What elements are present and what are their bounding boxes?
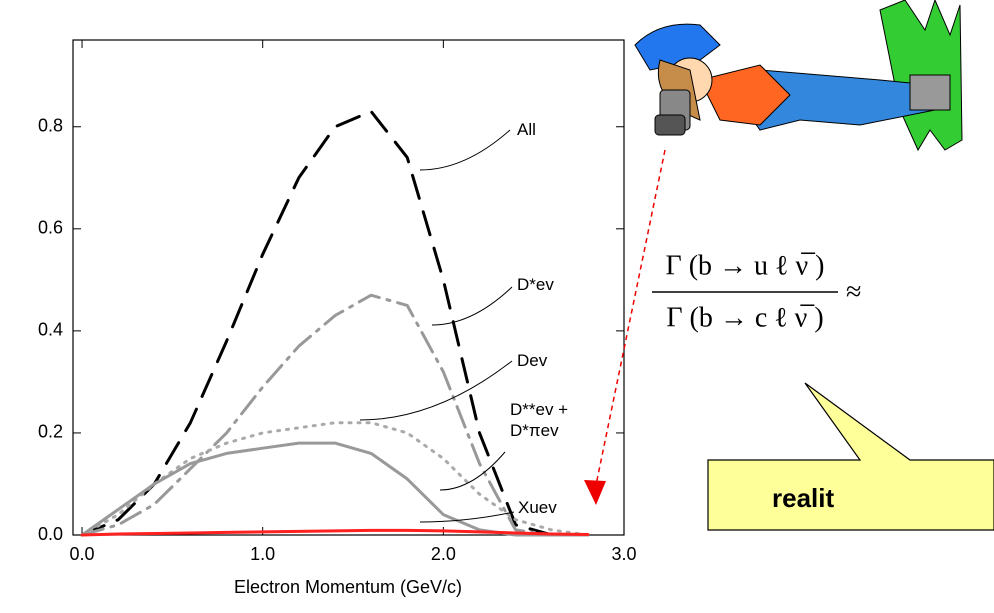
callout-text: realit <box>772 483 834 513</box>
x-tick-label: 1.0 <box>250 544 275 564</box>
series-label: D**ev + D*πev <box>510 399 576 441</box>
y-tick-label: 0.6 <box>38 218 63 238</box>
arrow-head <box>584 480 606 505</box>
y-tick-label: 0.8 <box>38 116 63 136</box>
series-label: Dev <box>517 350 583 371</box>
series-label: D*ev <box>517 274 583 295</box>
denominator: Γ (b → c ℓ ν̅ ) <box>666 302 823 333</box>
slide: Electron Momentum (GeV/c) Γ (b → u ℓ ν̅ … <box>0 0 994 613</box>
y-tick-label: 0.4 <box>38 320 63 340</box>
x-axis-label: Electron Momentum (GeV/c) <box>234 577 462 597</box>
callout-bubble <box>708 383 994 530</box>
cartoon <box>635 0 962 150</box>
x-tick-label: 2.0 <box>431 544 456 564</box>
series-label: All <box>517 119 583 140</box>
y-tick-label: 0.2 <box>38 422 63 442</box>
x-tick-label: 3.0 <box>611 544 636 564</box>
series-label: Xuev <box>518 497 584 518</box>
chart: Electron Momentum (GeV/c) Γ (b → u ℓ ν̅ … <box>0 0 994 613</box>
leader-line <box>420 512 514 522</box>
relation: ≈ <box>846 276 861 307</box>
leader-line <box>432 287 512 325</box>
leader-line <box>420 130 510 170</box>
y-tick-label: 0.0 <box>38 524 63 544</box>
equation: Γ (b → u ℓ ν̅ ) Γ (b → c ℓ ν̅ ) ≈ <box>652 250 861 333</box>
series-line <box>82 530 588 535</box>
pointer-arrow <box>596 150 665 485</box>
numerator: Γ (b → u ℓ ν̅ ) <box>666 250 825 281</box>
series-line <box>82 111 588 535</box>
leader-line <box>360 361 512 420</box>
x-tick-label: 0.0 <box>70 544 95 564</box>
